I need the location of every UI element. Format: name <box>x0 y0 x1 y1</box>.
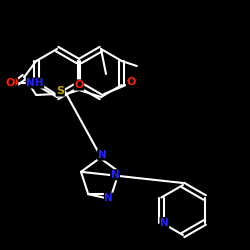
Text: N: N <box>160 218 169 228</box>
Text: N: N <box>98 150 106 160</box>
Text: NH: NH <box>26 78 44 88</box>
Text: O: O <box>126 77 136 87</box>
Text: N: N <box>104 193 113 203</box>
Text: O: O <box>8 78 18 88</box>
Text: S: S <box>56 86 64 96</box>
Text: O: O <box>6 78 15 88</box>
Text: N: N <box>111 170 120 180</box>
Text: O: O <box>74 80 84 90</box>
